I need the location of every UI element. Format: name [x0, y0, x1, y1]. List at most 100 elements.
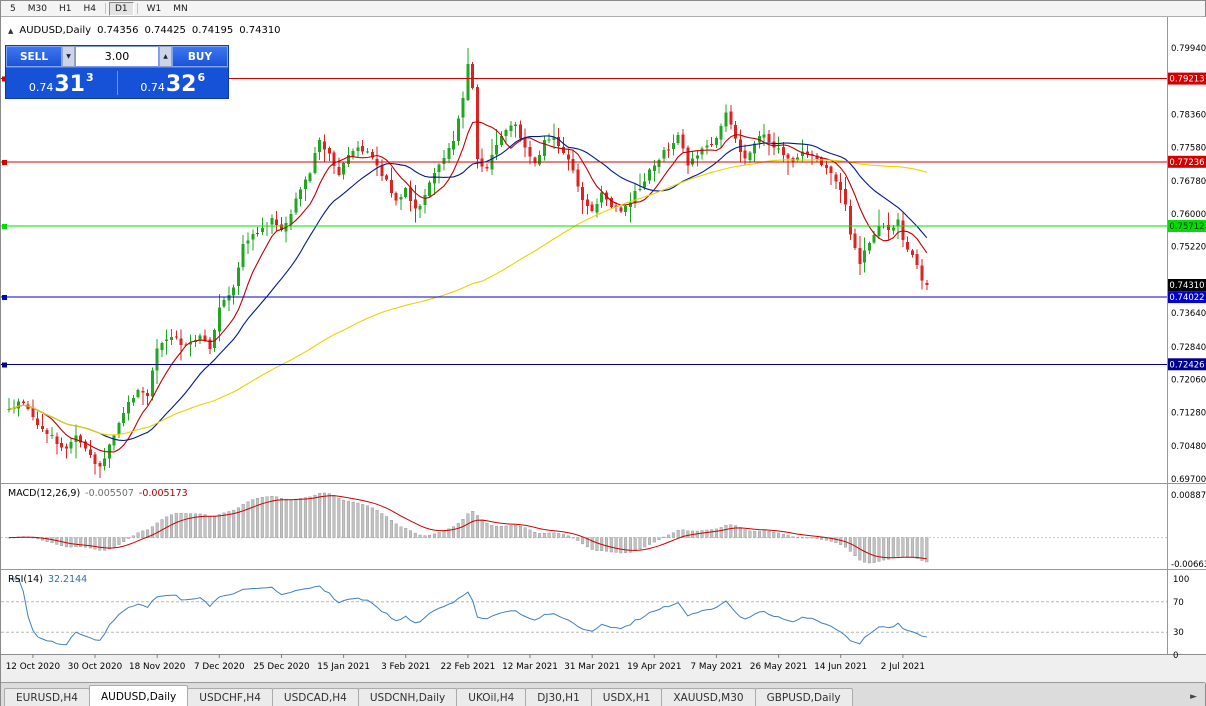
svg-text:0.73640: 0.73640 — [1171, 309, 1206, 319]
timeframe-h4[interactable]: H4 — [83, 3, 96, 14]
tab-ukoil-h4[interactable]: UKOil,H4 — [456, 688, 527, 706]
svg-text:7 May 2021: 7 May 2021 — [691, 662, 743, 672]
svg-text:0.74310: 0.74310 — [1169, 281, 1204, 291]
buy-price-prefix: 0.74 — [140, 81, 165, 94]
svg-text:30 Oct 2020: 30 Oct 2020 — [68, 662, 123, 672]
svg-text:0.70480: 0.70480 — [1171, 442, 1206, 452]
timeframe-toolbar: 5 M30 H1 H4 D1 W1 MN — [1, 1, 1205, 17]
svg-text:14 Jun 2021: 14 Jun 2021 — [814, 662, 867, 672]
svg-text:30: 30 — [1173, 628, 1184, 638]
moving-averages — [8, 121, 928, 453]
rsi-value: 32.2144 — [47, 574, 88, 585]
one-click-trading-widget: SELL ▼ ▲ BUY 0.74 31 3 0.74 32 6 — [5, 45, 229, 99]
volume-input[interactable] — [75, 46, 159, 67]
sell-price-prefix: 0.74 — [28, 81, 54, 94]
svg-text:70: 70 — [1173, 598, 1184, 608]
svg-text:31 Mar 2021: 31 Mar 2021 — [564, 662, 620, 672]
svg-text:100: 100 — [1173, 575, 1189, 585]
timeframe-m30[interactable]: M30 — [27, 3, 47, 14]
tab-audusd-daily[interactable]: AUDUSD,Daily — [88, 685, 189, 706]
svg-text:12 Oct 2020: 12 Oct 2020 — [6, 662, 61, 672]
svg-text:7 Dec 2020: 7 Dec 2020 — [194, 662, 245, 672]
timeframe-w1[interactable]: W1 — [146, 3, 162, 14]
svg-text:0.008871: 0.008871 — [1171, 491, 1206, 501]
svg-text:0.72840: 0.72840 — [1171, 343, 1206, 353]
time-axis[interactable]: 12 Oct 2020 30 Oct 2020 18 Nov 2020 7 Dec 2… — [6, 654, 925, 672]
svg-text:0.77236: 0.77236 — [1169, 158, 1204, 168]
price-axis[interactable]: 0.79940 0.78360 0.77580 0.76780 0.76000 0.752… — [1168, 44, 1206, 485]
price-divider — [116, 71, 118, 95]
ohlc-close: 0.74310 — [239, 25, 281, 36]
macd-indicator-header: MACD(12,26,9) -0.005507 -0.005173 — [8, 488, 188, 499]
tab-usdchf-h4[interactable]: USDCHF,H4 — [187, 688, 273, 706]
svg-text:2 Jul 2021: 2 Jul 2021 — [881, 662, 925, 672]
toolbar-separator — [136, 3, 138, 14]
tab-gbpusd-daily[interactable]: GBPUSD,Daily — [754, 688, 853, 706]
rsi-panel: 100 70 30 0 — [1, 575, 1189, 661]
svg-text:0.76000: 0.76000 — [1171, 210, 1206, 220]
chart-arrow-icon: ▲ — [8, 26, 14, 35]
sell-price-main: 31 — [54, 72, 85, 98]
svg-text:0.78360: 0.78360 — [1171, 111, 1206, 121]
svg-text:0.69700: 0.69700 — [1171, 475, 1206, 485]
tab-usdx-h1[interactable]: USDX,H1 — [590, 688, 663, 706]
tab-scroll-right-icon[interactable]: ► — [1190, 692, 1197, 702]
tab-eurusd-h4[interactable]: EURUSD,H4 — [4, 688, 90, 706]
tab-dj30-h1[interactable]: DJ30,H1 — [525, 688, 592, 706]
ohlc-open: 0.74356 — [97, 25, 139, 36]
volume-decrease-button[interactable]: ▼ — [62, 46, 75, 67]
tab-usdcnh-daily[interactable]: USDCNH,Daily — [357, 688, 458, 706]
tab-usdcad-h4[interactable]: USDCAD,H4 — [271, 688, 359, 706]
macd-label: MACD(12,26,9) — [8, 488, 81, 499]
svg-text:25 Dec 2020: 25 Dec 2020 — [253, 662, 310, 672]
sell-button[interactable]: SELL — [6, 46, 62, 67]
sell-price-sup: 3 — [85, 71, 94, 84]
svg-text:12 Mar 2021: 12 Mar 2021 — [502, 662, 558, 672]
svg-text:0.75712: 0.75712 — [1169, 222, 1204, 232]
buy-button[interactable]: BUY — [172, 46, 228, 67]
svg-text:0.79940: 0.79940 — [1171, 44, 1206, 54]
toolbar-separator — [104, 3, 106, 14]
svg-text:0: 0 — [1173, 651, 1178, 661]
svg-text:0.79213: 0.79213 — [1169, 75, 1204, 85]
svg-text:15 Jan 2021: 15 Jan 2021 — [317, 662, 370, 672]
timeframe-d1[interactable]: D1 — [108, 1, 134, 16]
rsi-indicator-header: RSI(14) 32.2144 — [8, 574, 87, 585]
buy-price-main: 32 — [165, 72, 197, 98]
svg-text:26 May 2021: 26 May 2021 — [750, 662, 807, 672]
chart-symbol-label: AUDUSD,Daily — [19, 25, 92, 36]
svg-text:0.76780: 0.76780 — [1171, 177, 1206, 187]
timeframe-h1[interactable]: H1 — [58, 3, 72, 14]
timeframe-mn[interactable]: MN — [173, 3, 188, 14]
rsi-label: RSI(14) — [8, 574, 43, 585]
candles — [7, 48, 929, 479]
svg-text:0.75220: 0.75220 — [1171, 243, 1206, 253]
panel-dividers — [1, 17, 1206, 655]
buy-price-display[interactable]: 0.74 32 6 — [118, 68, 229, 98]
svg-text:0.72060: 0.72060 — [1171, 376, 1206, 386]
macd-signal-value: -0.005173 — [138, 488, 188, 499]
svg-text:18 Nov 2020: 18 Nov 2020 — [129, 662, 186, 672]
chart-tab-bar: EURUSD,H4 AUDUSD,Daily USDCHF,H4 USDCAD,H4 U… — [1, 682, 1205, 706]
macd-panel: 0.008871 -0.006632 — [1, 491, 1206, 570]
svg-text:19 Apr 2021: 19 Apr 2021 — [627, 662, 681, 672]
svg-text:-0.006632: -0.006632 — [1171, 560, 1206, 570]
sell-price-display[interactable]: 0.74 31 3 — [6, 68, 117, 98]
tab-xauusd-m30[interactable]: XAUUSD,M30 — [661, 688, 756, 706]
svg-text:0.71280: 0.71280 — [1171, 409, 1206, 419]
horizontal-lines[interactable] — [1, 76, 1167, 368]
timeframe-5[interactable]: 5 — [10, 3, 16, 14]
buy-price-sup: 6 — [197, 71, 206, 84]
svg-text:0.72426: 0.72426 — [1169, 360, 1204, 370]
volume-increase-button[interactable]: ▲ — [159, 46, 172, 67]
svg-text:0.74022: 0.74022 — [1169, 293, 1204, 303]
chart-ohlc-header: ▲ AUDUSD,Daily 0.74356 0.74425 0.74195 0… — [8, 25, 281, 36]
svg-text:22 Feb 2021: 22 Feb 2021 — [441, 662, 496, 672]
chart-tabs: EURUSD,H4 AUDUSD,Daily USDCHF,H4 USDCAD,H4 U… — [4, 683, 853, 706]
ohlc-high: 0.74425 — [144, 25, 186, 36]
svg-text:0.77580: 0.77580 — [1171, 143, 1206, 153]
macd-main-value: -0.005507 — [85, 488, 134, 499]
ohlc-low: 0.74195 — [191, 25, 234, 36]
